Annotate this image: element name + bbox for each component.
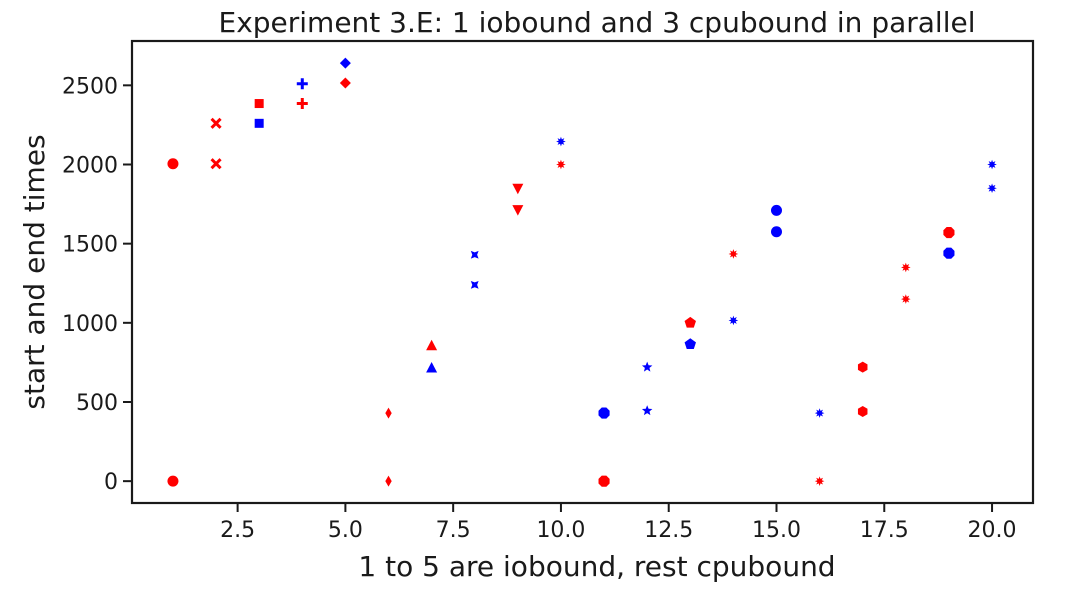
y-tick-label: 500 (76, 391, 118, 416)
data-point (901, 294, 911, 304)
data-point (210, 117, 222, 129)
y-tick-label: 1000 (62, 312, 118, 337)
y-axis-label: start and end times (18, 134, 51, 409)
points-layer (167, 57, 997, 487)
data-point (470, 280, 479, 289)
data-point (943, 247, 955, 259)
data-point (641, 361, 653, 372)
data-point (814, 476, 825, 486)
data-point (728, 249, 739, 259)
data-point (857, 405, 868, 417)
data-point (339, 57, 351, 69)
data-point (943, 227, 955, 239)
data-point (385, 407, 392, 419)
y-tick-label: 1500 (62, 233, 118, 258)
data-point (470, 250, 479, 259)
tick-layer: 2.5 5.0 7.5 10.0 12.5 15.0 17.5 20.0 0 500 1000 150… (62, 74, 1017, 543)
data-point (728, 315, 739, 326)
data-point (598, 407, 610, 419)
plot-frame (130, 39, 1035, 505)
data-point (556, 159, 566, 170)
data-point (167, 158, 179, 170)
data-point (296, 78, 308, 90)
data-point (512, 183, 524, 195)
x-tick-label: 20.0 (968, 518, 1017, 543)
x-tick-label: 2.5 (220, 518, 255, 543)
chart-title: Experiment 3.E: 1 iobound and 3 cpubound… (219, 6, 976, 39)
data-point (641, 405, 653, 416)
x-axis-label: 1 to 5 are iobound, rest cpubound (358, 550, 835, 583)
x-tick-label: 12.5 (644, 518, 693, 543)
x-tick-label: 10.0 (536, 518, 585, 543)
data-point (770, 226, 782, 238)
data-point (684, 316, 696, 328)
data-point (770, 204, 782, 216)
y-tick-label: 2000 (62, 153, 118, 178)
data-point (385, 475, 392, 487)
data-point (339, 77, 351, 89)
x-tick-label: 7.5 (436, 518, 471, 543)
data-point (512, 205, 524, 216)
data-point (556, 136, 566, 147)
data-point (210, 158, 222, 170)
x-tick-label: 5.0 (328, 518, 363, 543)
y-tick-label: 0 (104, 470, 118, 495)
data-point (857, 361, 868, 373)
data-point (684, 338, 696, 350)
x-tick-label: 15.0 (752, 518, 801, 543)
data-point (987, 159, 997, 170)
data-point (254, 99, 264, 109)
data-point (296, 98, 308, 110)
data-point (901, 262, 911, 273)
data-point (426, 339, 438, 351)
data-point (254, 118, 264, 128)
data-point (814, 408, 825, 418)
data-point (598, 475, 610, 487)
y-tick-label: 2500 (62, 74, 118, 99)
x-tick-label: 17.5 (860, 518, 909, 543)
data-point (987, 183, 997, 194)
data-point (426, 361, 438, 373)
data-point (167, 475, 179, 487)
